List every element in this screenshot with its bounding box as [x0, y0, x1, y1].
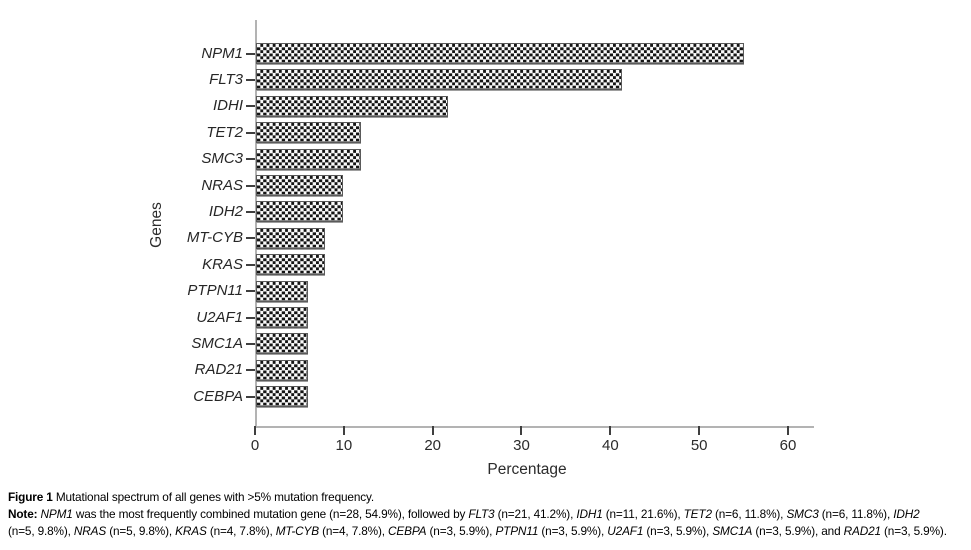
- caption-bold-text: Note:: [8, 507, 38, 522]
- caption-note-line-1: Note: NPM1 was the most frequently combi…: [8, 506, 966, 523]
- y-axis-tick: [246, 105, 255, 108]
- caption-text: (n=3, 5.9%),: [643, 524, 713, 539]
- x-axis-tick-label: 0: [250, 437, 260, 454]
- caption-text: (n=11, 21.6%),: [602, 507, 684, 522]
- bar-cebpa: [256, 386, 309, 408]
- x-axis-tick-label: 40: [601, 437, 619, 454]
- caption-note-line-2: (n=5, 9.8%), NRAS (n=5, 9.8%), KRAS (n=4…: [8, 523, 966, 540]
- bar-npm1: [256, 43, 744, 64]
- x-axis-tick: [698, 426, 701, 435]
- y-axis-tick: [246, 184, 255, 187]
- caption-gene-name: IDH2: [893, 507, 920, 522]
- y-axis-tick: [246, 395, 255, 398]
- y-axis-tick: [246, 237, 255, 240]
- bar-nras: [256, 175, 344, 196]
- x-axis-tick: [431, 426, 434, 435]
- y-axis-title: Genes: [148, 202, 165, 248]
- x-axis-tick: [520, 426, 523, 435]
- gene-tick-label-cebpa: CEBPA: [193, 387, 243, 405]
- x-axis-tick-label: 20: [424, 437, 441, 454]
- gene-tick-label-npm1: NPM1: [201, 44, 243, 62]
- bar-idh2: [256, 201, 344, 223]
- caption-gene-name: U2AF1: [607, 524, 644, 539]
- caption-gene-name: RAD21: [843, 524, 881, 539]
- y-axis-tick: [246, 316, 255, 319]
- gene-tick-label-idh2: IDH2: [208, 202, 243, 220]
- y-axis-tick: [246, 52, 255, 55]
- caption-gene-name: SMC3: [786, 507, 819, 522]
- caption-text: (n=3, 5.9%),: [538, 524, 608, 539]
- y-axis-tick: [246, 290, 255, 293]
- caption-bold-text: Figure 1: [8, 490, 53, 504]
- gene-tick-label-tet2: TET2: [206, 123, 243, 141]
- y-axis-tick: [246, 369, 255, 372]
- bar-kras: [256, 254, 326, 276]
- caption-gene-name: SMC1A: [712, 524, 753, 539]
- x-axis-tick: [342, 426, 345, 435]
- caption-gene-name: FLT3: [468, 507, 495, 522]
- caption-gene-name: IDH1: [576, 507, 603, 522]
- caption-text: (n=5, 9.8%),: [106, 524, 176, 539]
- gene-tick-label-idhi: IDHI: [213, 97, 243, 115]
- figure-caption: Figure 1 Mutational spectrum of all gene…: [8, 489, 966, 541]
- caption-text: (n=3, 5.9%), and: [752, 524, 844, 539]
- x-axis-tick: [254, 426, 256, 435]
- caption-text: was the most frequently combined mutatio…: [72, 507, 469, 522]
- bar-idhi: [256, 95, 448, 117]
- y-axis-tick: [246, 263, 255, 266]
- bar-flt3: [256, 69, 622, 91]
- gene-tick-label-ptpn11: PTPN11: [187, 282, 243, 300]
- bar-tet2: [256, 122, 361, 144]
- caption-text: Mutational spectrum of all genes with >5…: [52, 490, 374, 504]
- caption-gene-name: TET2: [683, 507, 712, 522]
- x-axis-tick-label: 50: [690, 437, 708, 454]
- bar-u2af1: [256, 307, 309, 328]
- caption-title-line: Figure 1 Mutational spectrum of all gene…: [8, 489, 966, 506]
- caption-gene-name: MT-CYB: [275, 524, 319, 539]
- caption-gene-name: NPM1: [40, 507, 73, 522]
- caption-text: (n=6, 11.8%),: [711, 507, 787, 522]
- gene-tick-label-smc3: SMC3: [201, 150, 243, 168]
- y-axis-tick: [246, 210, 255, 213]
- x-axis-tick-label: 30: [513, 437, 530, 454]
- x-axis-title: Percentage: [487, 461, 567, 478]
- gene-tick-label-flt3: FLT3: [209, 70, 243, 88]
- bar-ptpn11: [256, 280, 309, 302]
- gene-tick-label-kras: KRAS: [202, 255, 243, 273]
- gene-tick-label-mt-cyb: MT-CYB: [186, 229, 243, 247]
- x-axis-tick-label: 60: [779, 437, 797, 454]
- y-axis-tick: [246, 131, 255, 134]
- x-axis-line: [255, 426, 814, 428]
- bar-rad21: [256, 359, 309, 381]
- y-axis-tick: [246, 342, 255, 345]
- caption-gene-name: CEBPA: [388, 524, 427, 539]
- bar-mt-cyb: [256, 227, 326, 249]
- y-axis-line: [255, 20, 257, 427]
- caption-text: (n=3, 5.9%),: [426, 524, 496, 539]
- caption-text: (n=21, 41.2%),: [494, 507, 577, 522]
- y-axis-tick: [246, 158, 255, 161]
- gene-tick-label-rad21: RAD21: [194, 361, 243, 379]
- caption-text: (n=4, 7.8%),: [318, 524, 389, 539]
- caption-text: (n=6, 11.8%),: [818, 507, 894, 522]
- x-axis-tick: [786, 426, 789, 435]
- x-axis-tick-label: 10: [335, 437, 353, 454]
- y-axis-tick: [246, 78, 255, 81]
- caption-text: (n=4, 7.8%),: [206, 524, 276, 539]
- gene-tick-label-nras: NRAS: [201, 176, 243, 194]
- bar-smc3: [256, 148, 361, 170]
- caption-gene-name: KRAS: [175, 524, 207, 539]
- caption-gene-name: PTPN11: [495, 524, 539, 539]
- caption-text: (n=5, 9.8%),: [8, 524, 74, 539]
- bar-smc1a: [256, 333, 309, 355]
- gene-tick-label-smc1a: SMC1A: [191, 334, 243, 352]
- x-axis-tick: [609, 426, 612, 435]
- caption-text: (n=3, 5.9%).: [880, 524, 947, 539]
- gene-tick-label-u2af1: U2AF1: [196, 308, 243, 326]
- caption-gene-name: NRAS: [73, 524, 107, 539]
